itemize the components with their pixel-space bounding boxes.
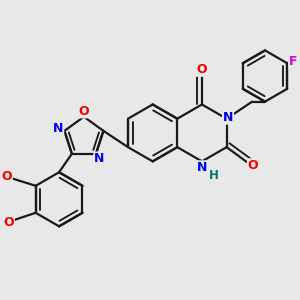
Text: H: H <box>209 169 219 182</box>
Text: O: O <box>248 159 258 172</box>
Text: O: O <box>79 104 89 118</box>
Text: N: N <box>223 111 233 124</box>
Text: O: O <box>1 170 12 183</box>
Text: N: N <box>53 122 63 135</box>
Text: F: F <box>289 55 298 68</box>
Text: O: O <box>196 63 207 76</box>
Text: O: O <box>3 216 14 229</box>
Text: N: N <box>94 152 105 165</box>
Text: N: N <box>197 161 207 174</box>
